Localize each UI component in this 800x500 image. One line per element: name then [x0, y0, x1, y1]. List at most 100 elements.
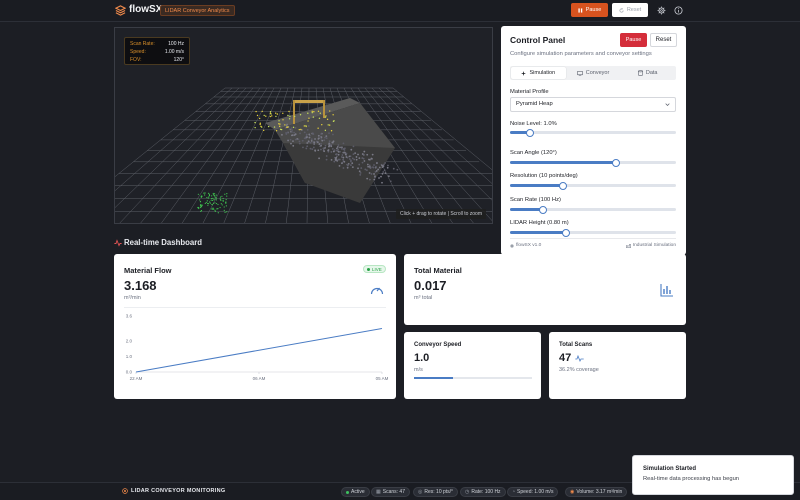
info-icon[interactable]	[674, 6, 683, 15]
scan-point	[313, 111, 315, 113]
material-point	[323, 139, 326, 142]
material-point	[345, 156, 348, 158]
tab-simulation[interactable]: Simulation	[511, 67, 566, 79]
refresh-icon	[619, 7, 624, 12]
material-point	[287, 139, 289, 142]
scan-point	[265, 115, 267, 117]
material-point	[336, 149, 339, 152]
grid-line	[357, 87, 453, 223]
y-tick-label: 3.6	[126, 314, 133, 319]
noise-level-slider[interactable]	[510, 128, 676, 137]
ground-point	[213, 195, 216, 197]
scan-point	[273, 126, 276, 128]
material-point	[335, 147, 338, 150]
material-flow-value: 3.168	[124, 278, 157, 293]
slider-thumb[interactable]	[539, 205, 548, 214]
slider-thumb[interactable]	[525, 128, 534, 137]
scan-point	[326, 118, 329, 121]
scan-point	[275, 115, 277, 118]
scan-point	[307, 120, 309, 122]
scan-point	[325, 115, 327, 117]
slider-thumb[interactable]	[612, 158, 621, 167]
lidar-height-slider[interactable]	[510, 228, 676, 237]
material-point	[306, 128, 309, 131]
material-point	[292, 140, 294, 143]
material-point	[285, 133, 288, 135]
material-point	[337, 148, 340, 151]
material-point	[351, 162, 354, 165]
scan-line-points	[254, 110, 335, 132]
scan-point	[311, 110, 313, 113]
material-point	[336, 159, 339, 162]
resolution-slider[interactable]	[510, 181, 676, 190]
ground-point	[212, 208, 214, 210]
material-point	[341, 162, 343, 165]
ground-point	[211, 195, 213, 197]
scan-point	[275, 112, 277, 114]
material-point	[373, 164, 375, 166]
grid-line	[385, 87, 492, 184]
material-point	[339, 150, 341, 153]
ground-point	[212, 207, 214, 209]
ground-point	[214, 209, 216, 211]
lidar-gantry	[293, 100, 325, 124]
status-bar-title-text: LIDAR CONVEYOR MONITORING	[131, 488, 226, 494]
y-tick-label: 1.0	[126, 354, 133, 359]
material-point	[291, 131, 293, 133]
ground-point	[224, 193, 226, 195]
material-point	[310, 138, 313, 141]
panel-title: Control Panel	[510, 35, 566, 45]
scan-point	[278, 120, 280, 122]
scan-point	[333, 120, 335, 122]
material-point	[331, 141, 334, 144]
header-reset-button[interactable]: Reset	[612, 3, 648, 17]
scan-point	[258, 117, 261, 120]
material-profile-select[interactable]: Pyramid Heap	[510, 97, 676, 112]
overlay-key: FOV:	[130, 57, 142, 63]
flow-series-line	[135, 327, 383, 373]
ground-point	[216, 208, 218, 210]
activity-icon	[114, 239, 122, 247]
lidar-3d-viewport[interactable]: Scan Rate: 100 Hz Speed: 1.00 m/s FOV: 120°…	[114, 27, 493, 224]
target-icon: ◎	[418, 489, 423, 495]
material-point	[350, 164, 352, 166]
scan-point	[284, 124, 286, 126]
material-point	[305, 136, 308, 139]
slider-thumb[interactable]	[562, 228, 571, 237]
material-point	[359, 173, 362, 176]
material-point	[332, 140, 335, 143]
panel-pause-button[interactable]: Pause	[620, 33, 647, 47]
material-point	[347, 164, 349, 167]
scan-rate-slider[interactable]	[510, 205, 676, 214]
tab-data[interactable]: Data	[620, 67, 675, 79]
grid-line	[244, 87, 289, 223]
ground-point	[200, 209, 203, 212]
active-dot	[346, 490, 349, 494]
slider-thumb[interactable]	[559, 181, 568, 190]
header-pause-button[interactable]: Pause	[571, 3, 608, 17]
toast-notification[interactable]: Simulation Started Real-time data proces…	[632, 455, 794, 495]
header-reset-label: Reset	[626, 7, 642, 13]
panel-reset-button[interactable]: Reset	[650, 33, 677, 47]
material-point	[366, 163, 369, 166]
tab-conveyor[interactable]: Conveyor	[566, 67, 621, 79]
material-point	[381, 181, 383, 184]
material-point	[328, 140, 331, 143]
total-scans-coverage: 36.2% coverage	[559, 367, 599, 373]
scan-angle-slider[interactable]	[510, 158, 676, 167]
ground-point	[212, 199, 214, 202]
material-point	[366, 153, 369, 156]
material-point	[387, 175, 390, 178]
x-tick-label: 06 AM	[253, 376, 266, 381]
ground-point	[208, 201, 211, 203]
material-point	[318, 157, 320, 160]
scan-point	[308, 117, 310, 119]
material-point	[292, 144, 295, 147]
scan-point	[305, 125, 307, 127]
grid-line	[181, 87, 268, 223]
bar-chart-icon	[660, 284, 673, 297]
material-point	[392, 167, 395, 170]
ground-point	[199, 201, 202, 203]
scan-point	[317, 127, 319, 129]
gear-icon[interactable]	[657, 6, 666, 15]
